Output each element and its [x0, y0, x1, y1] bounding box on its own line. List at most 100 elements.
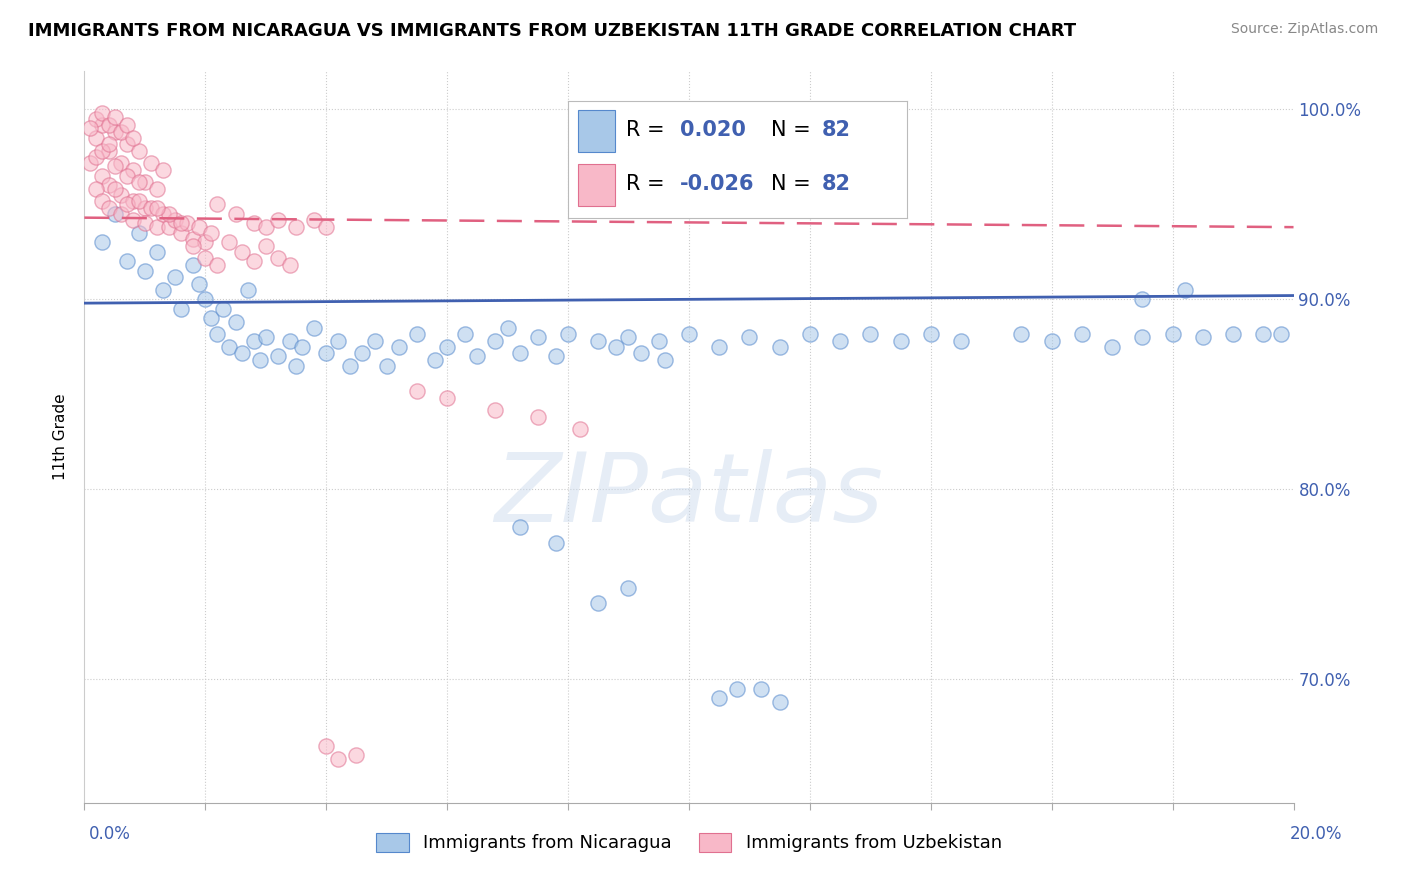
Point	[170, 301, 193, 316]
Point	[544, 349, 567, 363]
Legend: Immigrants from Nicaragua, Immigrants from Uzbekistan: Immigrants from Nicaragua, Immigrants fr…	[368, 826, 1010, 860]
Point	[363, 334, 385, 348]
Point	[617, 581, 640, 595]
Point	[254, 239, 277, 253]
Point	[830, 334, 852, 348]
Point	[527, 410, 550, 425]
Point	[242, 334, 264, 348]
Point	[139, 201, 162, 215]
Point	[104, 159, 127, 173]
Point	[436, 391, 458, 405]
Point	[769, 340, 792, 354]
Point	[406, 326, 429, 341]
Point	[225, 207, 247, 221]
Point	[291, 340, 314, 354]
Point	[352, 345, 374, 359]
Point	[406, 384, 429, 398]
Point	[654, 353, 676, 368]
Point	[115, 254, 138, 268]
Point	[121, 212, 143, 227]
Point	[278, 334, 301, 348]
Point	[1040, 334, 1063, 348]
Point	[1192, 330, 1215, 344]
Point	[467, 349, 489, 363]
Point	[128, 194, 150, 208]
Point	[110, 187, 132, 202]
Point	[91, 235, 114, 250]
Point	[484, 402, 506, 417]
Point	[315, 739, 337, 753]
Point	[1253, 326, 1275, 341]
Point	[484, 334, 506, 348]
Point	[170, 216, 193, 230]
Point	[1174, 283, 1197, 297]
Point	[207, 326, 229, 341]
Point	[454, 326, 477, 341]
Point	[207, 258, 229, 272]
Point	[920, 326, 942, 341]
Point	[678, 326, 700, 341]
Point	[1130, 330, 1153, 344]
Point	[218, 235, 240, 250]
Point	[152, 207, 174, 221]
Point	[254, 330, 277, 344]
Point	[110, 207, 132, 221]
Point	[1270, 326, 1292, 341]
Point	[1011, 326, 1033, 341]
Point	[157, 220, 180, 235]
Point	[194, 235, 217, 250]
Text: ZIPatlas: ZIPatlas	[495, 449, 883, 542]
Point	[527, 330, 550, 344]
Point	[509, 345, 531, 359]
Point	[157, 207, 180, 221]
Text: IMMIGRANTS FROM NICARAGUA VS IMMIGRANTS FROM UZBEKISTAN 11TH GRADE CORRELATION C: IMMIGRANTS FROM NICARAGUA VS IMMIGRANTS …	[28, 22, 1076, 40]
Point	[110, 125, 132, 139]
Point	[176, 216, 198, 230]
Point	[302, 212, 325, 227]
Point	[104, 110, 127, 124]
Point	[212, 301, 235, 316]
Point	[278, 258, 301, 272]
Point	[97, 201, 120, 215]
Point	[249, 353, 271, 368]
Point	[709, 691, 731, 706]
Point	[146, 201, 169, 215]
Point	[86, 112, 108, 126]
Point	[115, 169, 138, 183]
Point	[605, 340, 627, 354]
Point	[267, 212, 290, 227]
Point	[950, 334, 973, 348]
Point	[181, 231, 204, 245]
Point	[146, 182, 169, 196]
Point	[617, 330, 640, 344]
Point	[725, 681, 748, 696]
Point	[557, 326, 579, 341]
Point	[890, 334, 912, 348]
Point	[115, 136, 138, 151]
Point	[315, 345, 337, 359]
Point	[104, 125, 127, 139]
Point	[79, 155, 101, 169]
Point	[152, 163, 174, 178]
Point	[194, 251, 217, 265]
Point	[115, 118, 138, 132]
Point	[86, 131, 108, 145]
Point	[242, 254, 264, 268]
Point	[285, 220, 308, 235]
Point	[496, 321, 519, 335]
Point	[128, 144, 150, 158]
Point	[207, 197, 229, 211]
Point	[91, 118, 114, 132]
Point	[97, 144, 120, 158]
Point	[128, 226, 150, 240]
Point	[236, 283, 259, 297]
Point	[751, 681, 773, 696]
Point	[859, 326, 882, 341]
Point	[339, 359, 361, 373]
Point	[104, 207, 127, 221]
Point	[569, 421, 592, 435]
Point	[375, 359, 398, 373]
Point	[200, 311, 222, 326]
Point	[509, 520, 531, 534]
Text: Source: ZipAtlas.com: Source: ZipAtlas.com	[1230, 22, 1378, 37]
